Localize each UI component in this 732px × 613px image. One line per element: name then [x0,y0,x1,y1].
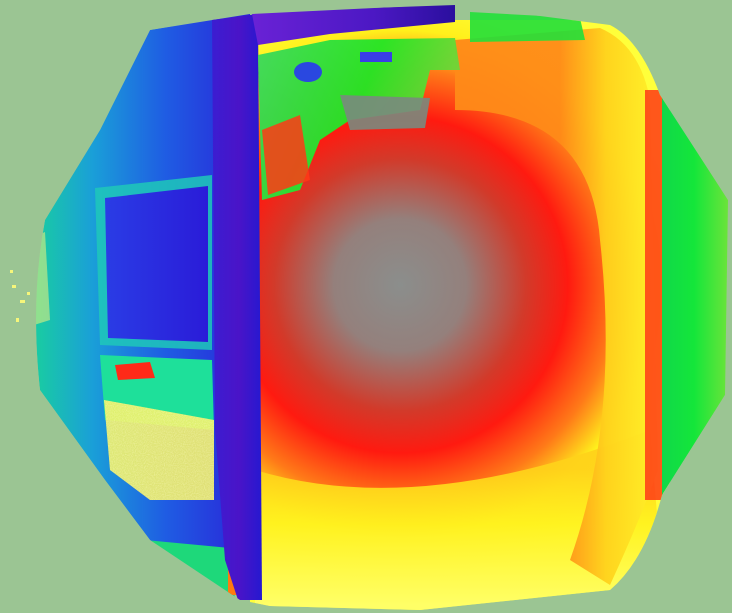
right-yellow-column [455,28,658,585]
top-violet-beam [252,5,455,45]
right-red-seam [645,90,663,500]
door-panel [105,186,208,342]
shelf-red-object [262,115,310,195]
top-right-green-strip [470,12,585,42]
shelf-blue-strip [360,52,392,62]
shelf-blue-object [294,62,322,82]
violet-pillar [212,14,262,600]
cabinet-red-patch [115,362,155,380]
outer-speckles [10,270,30,322]
right-green-wall [662,95,728,495]
shelf-gray-box [340,95,430,130]
bottom-yellow-band [255,430,665,610]
left-edge-speckle [36,232,50,330]
speckle-noise [104,400,214,500]
